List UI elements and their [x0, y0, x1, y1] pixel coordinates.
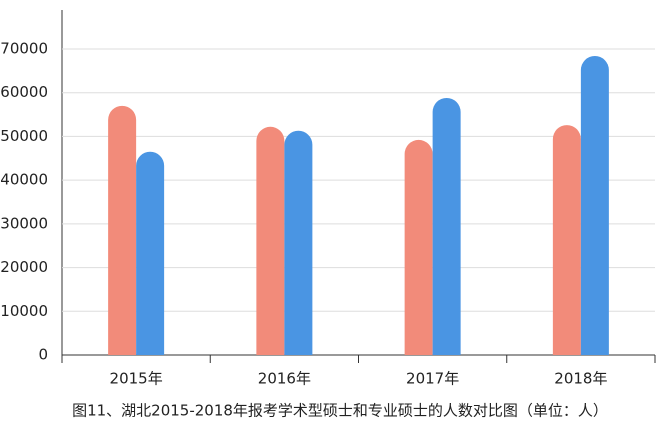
bar — [136, 151, 165, 355]
x-tick-label: 2017年 — [406, 370, 459, 388]
chart-title: 图11、湖北2015-2018年报考学术型硕士和专业硕士的人数对比图（单位：人） — [72, 402, 608, 420]
bar — [284, 130, 313, 355]
y-tick-label: 60000 — [0, 83, 48, 101]
y-tick-label: 50000 — [0, 127, 48, 145]
bar — [432, 97, 461, 355]
x-tick-label: 2016年 — [258, 370, 311, 388]
y-tick-label: 10000 — [0, 302, 48, 320]
y-tick-label: 20000 — [0, 258, 48, 276]
bar — [108, 105, 137, 355]
bar — [580, 55, 609, 355]
bar — [256, 126, 285, 355]
y-tick-label: 30000 — [0, 214, 48, 232]
x-tick-label: 2018年 — [554, 370, 607, 388]
y-tick-label: 0 — [38, 346, 48, 364]
x-tick-label: 2015年 — [110, 370, 163, 388]
bar — [404, 139, 433, 355]
bar — [552, 125, 581, 355]
y-tick-label: 70000 — [0, 40, 48, 58]
y-tick-label: 40000 — [0, 171, 48, 189]
